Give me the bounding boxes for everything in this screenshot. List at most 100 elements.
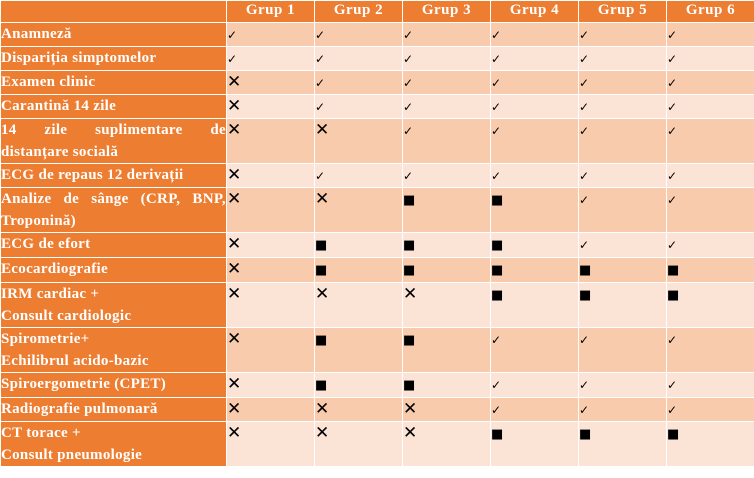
row-label: Dispariția simptomelor bbox=[0, 46, 227, 71]
square-icon: ■ bbox=[315, 333, 328, 348]
cell-group-2: ✕ bbox=[314, 118, 403, 164]
cell-group-3: ✓ bbox=[402, 118, 491, 164]
table-row: Radiografie pulmonară ✕ ✕ ✕ ✓ ✓ ✓ bbox=[0, 397, 754, 422]
table-row: ECG de efort ✕ ■ ■ ■ ✓ ✓ bbox=[0, 232, 754, 258]
check-icon: ✓ bbox=[667, 28, 678, 42]
cell-group-1: ✕ bbox=[226, 282, 315, 328]
square-icon: ■ bbox=[579, 288, 592, 303]
cell-group-5: ✓ bbox=[578, 46, 667, 71]
cell-group-6: ✓ bbox=[666, 163, 754, 188]
square-icon: ■ bbox=[491, 263, 504, 278]
check-icon: ✓ bbox=[579, 124, 590, 138]
table-row: Carantină 14 zile ✕ ✓ ✓ ✓ ✓ ✓ bbox=[0, 94, 754, 119]
cell-group-2: ✕ bbox=[314, 187, 403, 233]
cross-icon: ✕ bbox=[227, 284, 242, 304]
check-icon: ✓ bbox=[403, 169, 414, 183]
cell-group-6: ✓ bbox=[666, 372, 754, 398]
check-icon: ✓ bbox=[579, 28, 590, 42]
check-icon: ✓ bbox=[491, 124, 502, 138]
check-icon: ✓ bbox=[491, 169, 502, 183]
cross-icon: ✕ bbox=[227, 189, 242, 209]
square-icon: ■ bbox=[491, 288, 504, 303]
cell-group-6: ■ bbox=[666, 282, 754, 328]
header-group-3: Grup 3 bbox=[402, 0, 491, 23]
table-row: 14 zile suplimentare de distanțare socia… bbox=[0, 118, 754, 164]
square-icon: ■ bbox=[491, 238, 504, 253]
check-icon: ✓ bbox=[579, 238, 590, 252]
cell-group-1: ✕ bbox=[226, 327, 315, 373]
row-label: CT torace + Consult pneumologie bbox=[0, 421, 227, 467]
table-row: Anamneză ✓ ✓ ✓ ✓ ✓ ✓ bbox=[0, 22, 754, 47]
cell-group-4: ■ bbox=[490, 257, 579, 283]
table-row: Dispariția simptomelor ✓ ✓ ✓ ✓ ✓ ✓ bbox=[0, 46, 754, 71]
cell-group-2: ✕ bbox=[314, 282, 403, 328]
table-row: ECG de repaus 12 derivații ✕ ✓ ✓ ✓ ✓ ✓ bbox=[0, 163, 754, 188]
cell-group-2: ✓ bbox=[314, 70, 403, 95]
cell-group-5: ■ bbox=[578, 257, 667, 283]
check-icon: ✓ bbox=[667, 378, 678, 392]
cell-group-1: ✕ bbox=[226, 118, 315, 164]
protocol-table: Grup 1 Grup 2 Grup 3 Grup 4 Grup 5 Grup … bbox=[0, 0, 754, 467]
cell-group-6: ✓ bbox=[666, 22, 754, 47]
cell-group-3: ■ bbox=[402, 187, 491, 233]
check-icon: ✓ bbox=[315, 52, 326, 66]
cell-group-2: ✕ bbox=[314, 397, 403, 422]
cross-icon: ✕ bbox=[227, 72, 242, 92]
cell-group-2: ■ bbox=[314, 327, 403, 373]
cell-group-1: ✕ bbox=[226, 187, 315, 233]
cell-group-5: ✓ bbox=[578, 327, 667, 373]
row-label: ECG de efort bbox=[0, 232, 227, 258]
cell-group-4: ✓ bbox=[490, 118, 579, 164]
check-icon: ✓ bbox=[491, 403, 502, 417]
square-icon: ■ bbox=[667, 288, 680, 303]
cell-group-3: ■ bbox=[402, 327, 491, 373]
cell-group-3: ✓ bbox=[402, 94, 491, 119]
cell-group-5: ■ bbox=[578, 421, 667, 467]
cell-group-2: ✓ bbox=[314, 22, 403, 47]
cell-group-5: ✓ bbox=[578, 118, 667, 164]
cell-group-5: ✓ bbox=[578, 70, 667, 95]
check-icon: ✓ bbox=[227, 28, 238, 42]
check-icon: ✓ bbox=[579, 169, 590, 183]
cell-group-2: ■ bbox=[314, 372, 403, 398]
cell-group-4: ✓ bbox=[490, 163, 579, 188]
square-icon: ■ bbox=[315, 238, 328, 253]
cell-group-4: ■ bbox=[490, 282, 579, 328]
cell-group-4: ✓ bbox=[490, 397, 579, 422]
header-corner bbox=[0, 0, 227, 23]
cell-group-5: ■ bbox=[578, 282, 667, 328]
cell-group-1: ✓ bbox=[226, 46, 315, 71]
check-icon: ✓ bbox=[315, 28, 326, 42]
check-icon: ✓ bbox=[491, 333, 502, 347]
square-icon: ■ bbox=[667, 427, 680, 442]
row-label: Spirometrie+ Echilibrul acido-bazic bbox=[0, 327, 227, 373]
check-icon: ✓ bbox=[491, 76, 502, 90]
check-icon: ✓ bbox=[667, 124, 678, 138]
square-icon: ■ bbox=[403, 378, 416, 393]
cell-group-3: ✕ bbox=[402, 282, 491, 328]
cell-group-4: ✓ bbox=[490, 46, 579, 71]
row-label: IRM cardiac + Consult cardiologic bbox=[0, 282, 227, 328]
cell-group-4: ✓ bbox=[490, 22, 579, 47]
square-icon: ■ bbox=[403, 263, 416, 278]
check-icon: ✓ bbox=[579, 333, 590, 347]
check-icon: ✓ bbox=[403, 100, 414, 114]
table-row: Spirometrie+ Echilibrul acido-bazic ✕ ■ ■ ✓ ✓ ✓ bbox=[0, 327, 754, 373]
cell-group-4: ✓ bbox=[490, 372, 579, 398]
row-label: Analize de sânge (CRP, BNP, Troponină) bbox=[0, 187, 227, 233]
cell-group-5: ✓ bbox=[578, 187, 667, 233]
cell-group-6: ✓ bbox=[666, 94, 754, 119]
check-icon: ✓ bbox=[579, 378, 590, 392]
check-icon: ✓ bbox=[403, 28, 414, 42]
row-label: Anamneză bbox=[0, 22, 227, 47]
cell-group-1: ✕ bbox=[226, 372, 315, 398]
table-row: Analize de sânge (CRP, BNP, Troponină) ✕ ✕… bbox=[0, 187, 754, 233]
cell-group-2: ■ bbox=[314, 232, 403, 258]
cell-group-6: ✓ bbox=[666, 232, 754, 258]
check-icon: ✓ bbox=[667, 238, 678, 252]
header-row: Grup 1 Grup 2 Grup 3 Grup 4 Grup 5 Grup … bbox=[0, 0, 754, 23]
cell-group-1: ✓ bbox=[226, 22, 315, 47]
row-label: Radiografie pulmonară bbox=[0, 397, 227, 422]
header-group-6: Grup 6 bbox=[666, 0, 754, 23]
cell-group-3: ✓ bbox=[402, 22, 491, 47]
